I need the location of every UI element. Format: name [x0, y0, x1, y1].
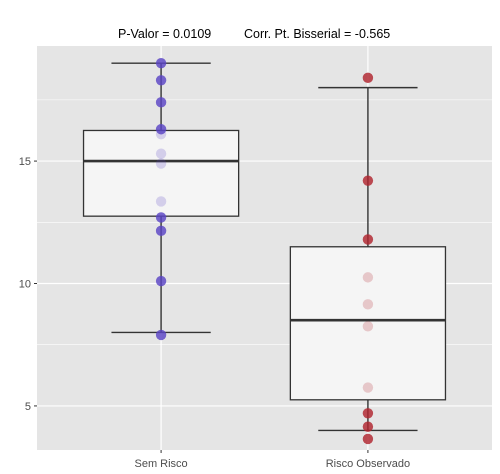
data-point: [155, 275, 167, 287]
data-point: [155, 225, 167, 237]
data-point: [362, 433, 374, 445]
box-sem-risco: [82, 129, 240, 217]
data-point: [362, 299, 374, 310]
data-point: [155, 212, 167, 223]
data-point: [362, 234, 374, 245]
data-point: [155, 124, 167, 135]
data-point: [155, 57, 167, 69]
data-point: [362, 72, 374, 84]
y-tick-label: 5: [25, 401, 31, 413]
y-tick-label: 15: [19, 156, 31, 168]
data-point: [362, 382, 374, 393]
data-point: [362, 321, 374, 332]
boxes: [82, 62, 447, 432]
data-point: [155, 148, 167, 159]
axes: 5 10 15 Sem Risco Risco Observado: [19, 156, 410, 470]
x-tick-label: Sem Risco: [134, 458, 187, 470]
x-tick-label: Risco Observado: [326, 458, 410, 470]
data-point: [362, 175, 374, 186]
data-point: [155, 329, 167, 341]
data-point: [362, 408, 374, 419]
box-risco-observado: [289, 246, 447, 401]
data-point: [362, 272, 374, 283]
data-point: [155, 196, 167, 207]
data-point: [362, 421, 374, 432]
chart-title-pvalue: P-Valor = 0.0109: [118, 27, 211, 41]
data-point: [155, 158, 167, 169]
y-tick-label: 10: [19, 279, 31, 291]
data-points: [155, 57, 374, 445]
data-point: [155, 97, 167, 108]
chart-title-correlation: Corr. Pt. Bisserial = -0.565: [244, 27, 390, 41]
data-point: [155, 128, 167, 140]
data-point: [155, 75, 167, 86]
